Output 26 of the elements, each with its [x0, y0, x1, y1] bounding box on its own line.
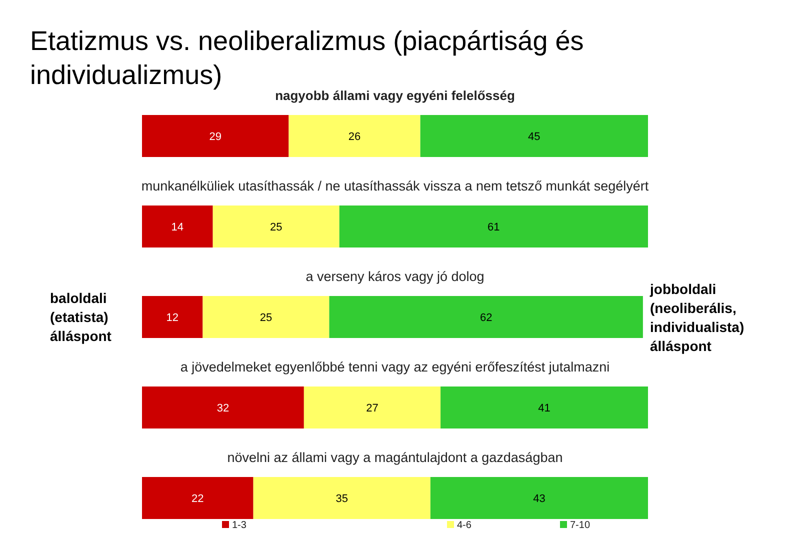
data-label: 41 — [538, 402, 550, 414]
data-label: 35 — [336, 493, 348, 505]
y-tick-label: munkanélküliek utasíthassák / ne utasíthassák vissza a nem tetsző munkát segélyért — [141, 178, 649, 194]
data-label: 29 — [209, 131, 222, 143]
y-tick-label: a jövedelmeket egyenlőbbé tenni vagy az egyéni erőfeszítést jutalmazni — [180, 360, 610, 374]
data-label: 43 — [533, 493, 546, 505]
text: jobboldali (neoliberális, individualista) álláspont — [649, 281, 744, 354]
data-label: 25 — [270, 222, 282, 234]
data-label: 26 — [348, 131, 361, 143]
y-tick-label: növelni az állami vagy a magántulajdont a gazdaságban — [227, 450, 563, 465]
data-label: 12 — [166, 312, 178, 324]
data-label: 25 — [260, 312, 272, 324]
text: baloldali (etatista) álláspont — [50, 290, 112, 344]
legend-label: 4-6 — [457, 520, 472, 531]
y-tick-label: nagyobb állami vagy egyéni felelősség — [275, 88, 515, 103]
data-label: 14 — [171, 222, 184, 234]
data-label: 61 — [488, 222, 500, 234]
data-label: 27 — [366, 402, 378, 414]
data-label: 22 — [192, 493, 204, 505]
chart-title: Etatizmus vs. neoliberalizmus (piacpártiság és individualizmus) — [30, 26, 584, 90]
legend-label: 7-10 — [570, 520, 590, 531]
legend-label: 1-3 — [232, 520, 247, 531]
data-label: 32 — [216, 402, 230, 414]
y-tick-label: a verseny káros vagy jó dolog — [306, 269, 484, 284]
data-label: 45 — [528, 131, 540, 143]
data-label: 62 — [480, 312, 492, 324]
